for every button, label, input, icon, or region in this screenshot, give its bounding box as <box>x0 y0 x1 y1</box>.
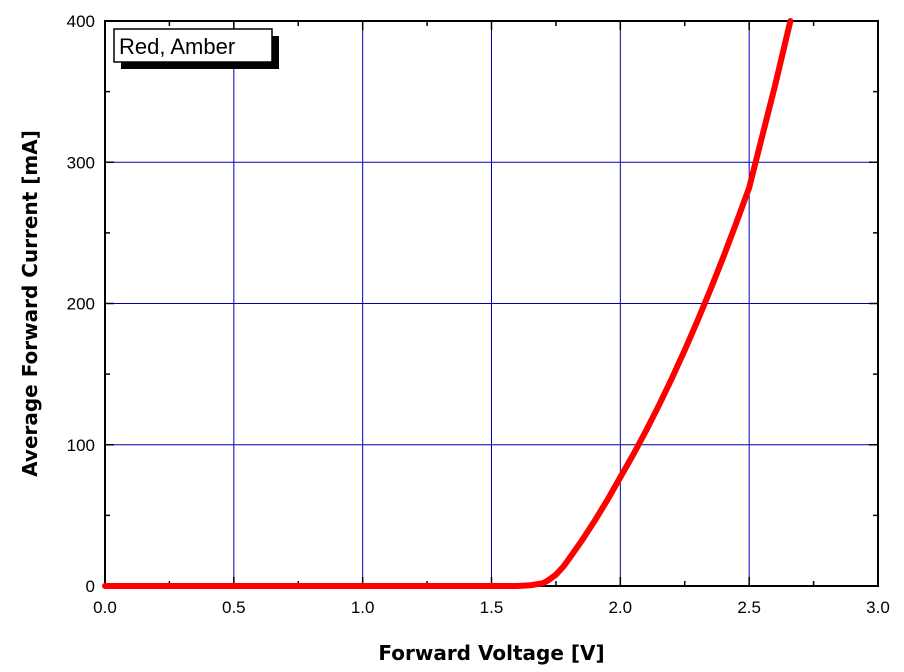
y-tick-label: 400 <box>67 12 95 31</box>
legend: Red, Amber <box>114 29 279 69</box>
y-tick-label: 0 <box>86 577 95 596</box>
y-tick-label: 200 <box>67 295 95 314</box>
x-tick-label: 1.5 <box>480 598 504 617</box>
x-tick-label: 3.0 <box>866 598 890 617</box>
x-axis-title: Forward Voltage [V] <box>378 641 604 665</box>
x-tick-label: 0.0 <box>93 598 117 617</box>
grid <box>105 21 878 586</box>
y-tick-label: 100 <box>67 436 95 455</box>
y-tick-label: 300 <box>67 153 95 172</box>
x-axis-tick-labels: 0.0 0.5 1.0 1.5 2.0 2.5 3.0 <box>93 598 890 617</box>
y-axis-title: Average Forward Current [mA] <box>18 130 42 477</box>
x-tick-label: 1.0 <box>351 598 375 617</box>
x-tick-label: 0.5 <box>222 598 246 617</box>
x-tick-label: 2.5 <box>737 598 761 617</box>
legend-entry-label: Red, Amber <box>119 34 235 59</box>
x-tick-label: 2.0 <box>609 598 633 617</box>
y-axis-tick-labels: 0 100 200 300 400 <box>67 12 95 596</box>
